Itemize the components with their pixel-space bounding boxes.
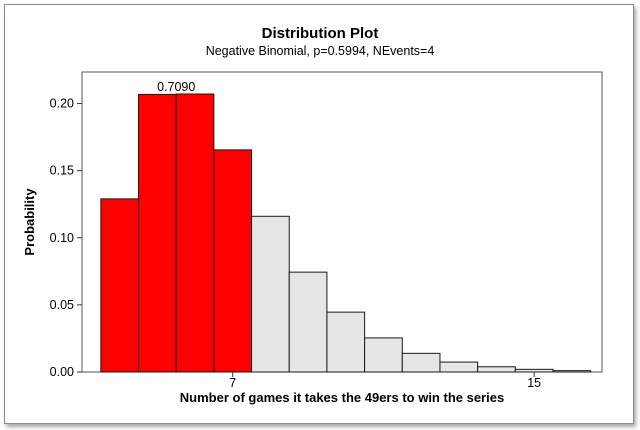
y-tick-label: 0.15 bbox=[50, 164, 74, 178]
bar-x-11 bbox=[364, 337, 403, 373]
bar-x-4 bbox=[100, 198, 140, 373]
bar-x-13 bbox=[439, 361, 479, 373]
x-tick-label: 7 bbox=[229, 376, 236, 390]
bar-x-9 bbox=[288, 271, 328, 373]
bar-x-16 bbox=[552, 370, 592, 373]
x-tick-label: 15 bbox=[527, 376, 541, 390]
x-axis: 7 15 bbox=[229, 372, 541, 390]
bars-group bbox=[100, 93, 592, 373]
bar-x-5 bbox=[138, 93, 177, 373]
y-tick-label: 0.00 bbox=[50, 365, 74, 379]
y-axis-label: Probability bbox=[22, 188, 37, 256]
highlight-probability-label: 0.7090 bbox=[157, 80, 195, 94]
bar-x-6 bbox=[175, 93, 215, 373]
bar-x-14 bbox=[477, 366, 516, 373]
y-axis: 0.00 0.05 0.10 0.15 0.20 bbox=[50, 97, 82, 379]
chart-subtitle: Negative Binomial, p=0.5994, NEvents=4 bbox=[206, 44, 435, 58]
bar-x-7 bbox=[213, 149, 253, 373]
y-tick-label: 0.10 bbox=[50, 231, 74, 245]
chart-title: Distribution Plot bbox=[262, 25, 379, 42]
y-tick-label: 0.05 bbox=[50, 298, 74, 312]
bar-x-10 bbox=[326, 311, 366, 373]
y-tick-label: 0.20 bbox=[50, 97, 74, 111]
bar-x-12 bbox=[401, 352, 441, 373]
x-axis-label: Number of games it takes the 49ers to wi… bbox=[180, 390, 504, 405]
bar-x-15 bbox=[514, 368, 554, 373]
bar-x-8 bbox=[251, 215, 290, 373]
